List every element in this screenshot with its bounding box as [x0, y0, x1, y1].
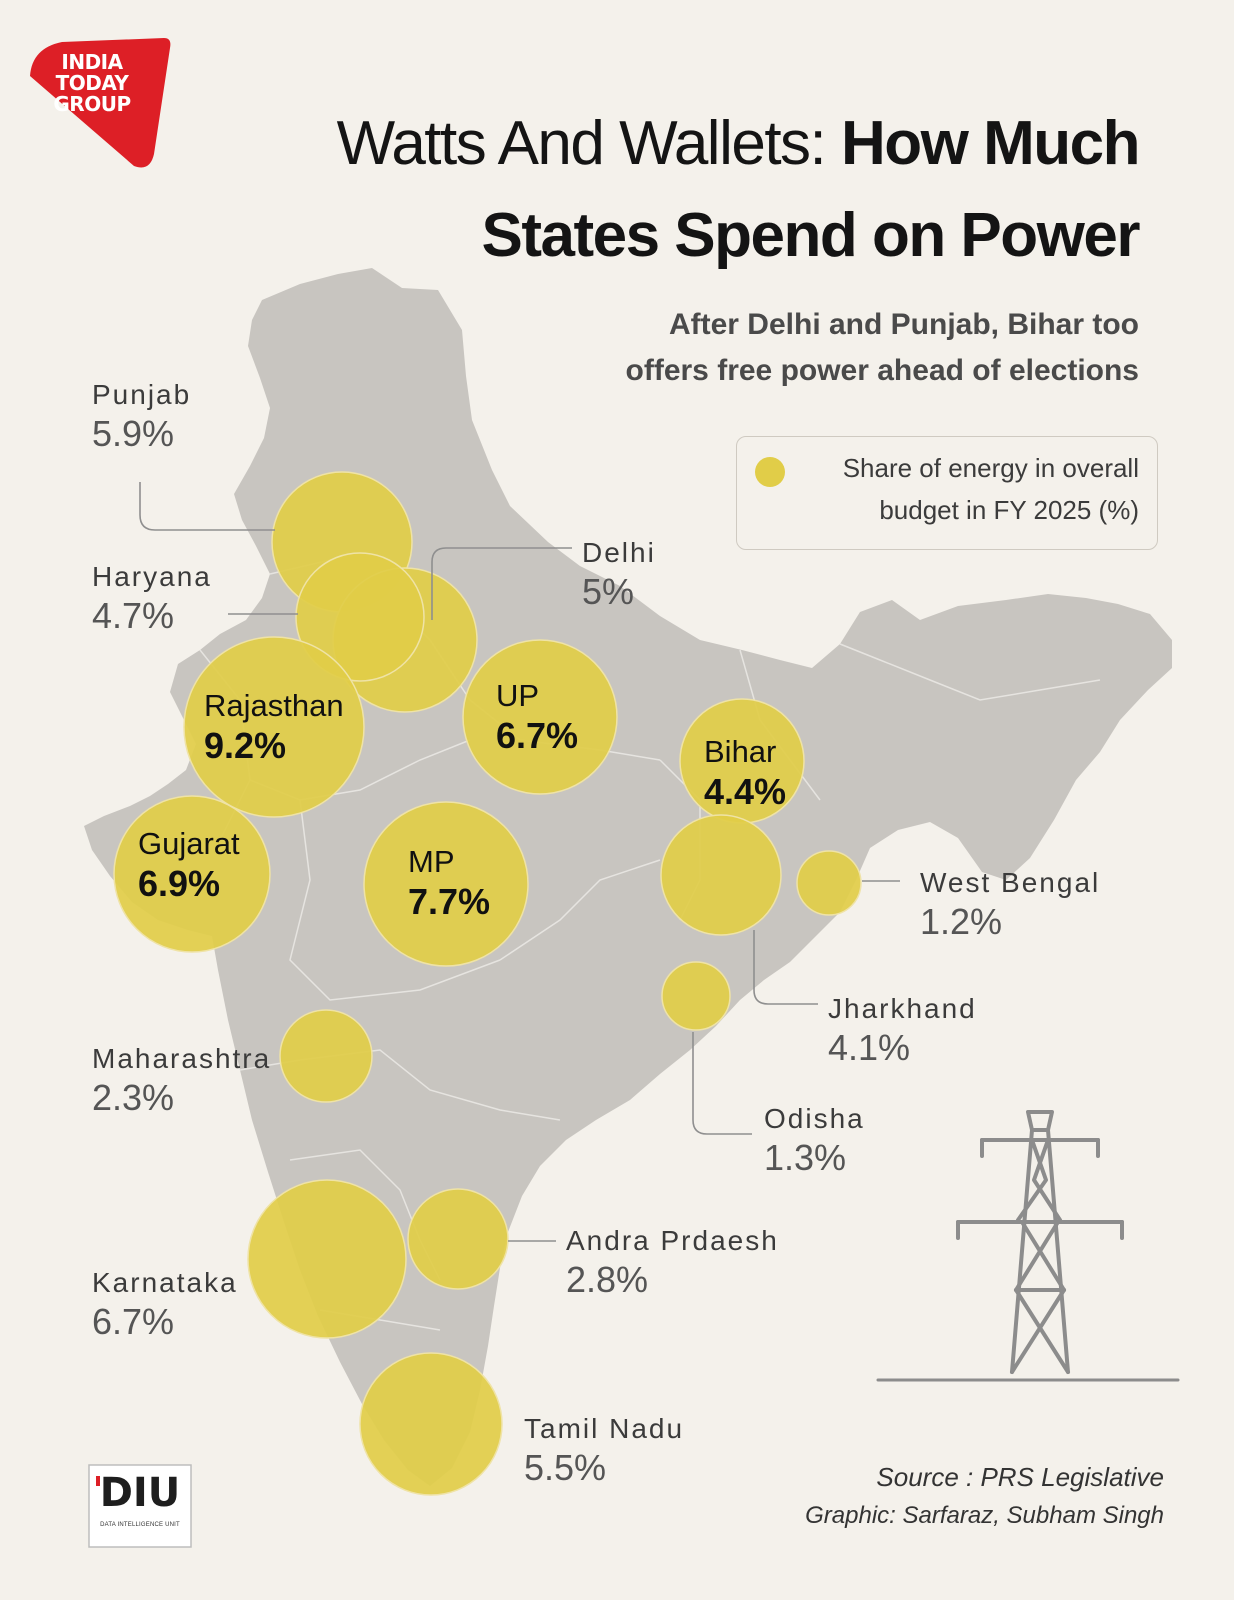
- bubble-haryana: [295, 552, 425, 682]
- state-name: Haryana: [92, 561, 212, 592]
- legend-line-2: budget in FY 2025 (%): [879, 495, 1139, 525]
- label-gujarat: Gujarat 6.9%: [138, 826, 240, 906]
- state-value: 2.8%: [566, 1259, 649, 1300]
- graphic-credit: Graphic: Sarfaraz, Subham Singh: [805, 1502, 1164, 1529]
- label-odisha: Odisha 1.3%: [764, 1102, 865, 1180]
- state-name: Karnataka: [92, 1267, 238, 1298]
- state-value: 5%: [582, 571, 635, 612]
- state-name: Andra Prdaesh: [566, 1225, 779, 1256]
- subtitle-line-2: offers free power ahead of elections: [625, 354, 1139, 387]
- state-value: 7.7%: [408, 881, 491, 922]
- india-today-group-logo: [30, 38, 171, 168]
- subtitle: After Delhi and Punjab, Bihar too offers…: [499, 302, 1139, 394]
- leader-punjab: [139, 482, 275, 531]
- leader-jharkhand: [753, 930, 818, 1005]
- bubble-andhra-pradesh: [407, 1188, 509, 1290]
- diu-wordmark: DIU: [99, 1470, 181, 1516]
- state-value: 6.7%: [496, 715, 579, 756]
- label-punjab: Punjab 5.9%: [92, 378, 191, 456]
- state-name: West Bengal: [920, 867, 1101, 898]
- page-title: Watts And Wallets: How Much States Spend…: [159, 98, 1141, 282]
- state-value: 4.1%: [828, 1027, 911, 1068]
- diu-subtext: DATA INTELLIGENCE UNIT: [100, 1522, 180, 1528]
- state-value: 5.9%: [92, 413, 175, 454]
- subtitle-line-1: After Delhi and Punjab, Bihar too: [668, 308, 1139, 341]
- label-karnataka: Karnataka 6.7%: [92, 1266, 238, 1344]
- state-name: UP: [496, 678, 540, 713]
- title-light: Watts And Wallets:: [336, 109, 842, 178]
- bubble-karnataka: [247, 1179, 407, 1339]
- bubble-jharkhand: [660, 814, 782, 936]
- diu-logo: [88, 1464, 192, 1548]
- state-name: Jharkhand: [828, 993, 977, 1024]
- label-delhi: Delhi 5%: [582, 536, 656, 614]
- state-value: 6.7%: [92, 1301, 175, 1342]
- bubble-west-bengal: [796, 850, 862, 916]
- state-value: 6.9%: [138, 863, 221, 904]
- legend-line-1: Share of energy in overall: [842, 453, 1139, 483]
- title-bold-2: States Spend on Power: [481, 201, 1140, 270]
- bubble-tamil-nadu: [359, 1352, 503, 1496]
- bubble-maharashtra: [279, 1009, 373, 1103]
- label-rajasthan: Rajasthan 9.2%: [204, 688, 344, 768]
- state-name: Bihar: [704, 734, 777, 769]
- legend: Share of energy in overall budget in FY …: [736, 436, 1158, 550]
- title-bold-1: How Much: [841, 109, 1140, 178]
- state-name: Punjab: [92, 379, 192, 410]
- state-value: 4.7%: [92, 595, 175, 636]
- state-value: 1.3%: [764, 1137, 847, 1178]
- label-up: UP 6.7%: [496, 678, 578, 758]
- bubble-mp: [363, 801, 529, 967]
- state-name: Delhi: [582, 537, 656, 568]
- leader-lines: [139, 482, 900, 1242]
- state-value: 4.4%: [704, 771, 787, 812]
- label-andhra-pradesh: Andra Prdaesh 2.8%: [566, 1224, 779, 1302]
- label-west-bengal: West Bengal 1.2%: [920, 866, 1100, 944]
- bubbles: [113, 471, 862, 1496]
- state-value: 1.2%: [920, 901, 1003, 942]
- state-name: MP: [408, 844, 455, 879]
- label-maharashtra: Maharashtra 2.3%: [92, 1042, 271, 1120]
- label-jharkhand: Jharkhand 4.1%: [828, 992, 977, 1070]
- label-mp: MP 7.7%: [408, 844, 490, 924]
- state-name: Rajasthan: [204, 688, 344, 723]
- power-tower-icon: [876, 1110, 1180, 1382]
- state-name: Gujarat: [138, 826, 240, 861]
- label-haryana: Haryana 4.7%: [92, 560, 212, 638]
- label-tamil-nadu: Tamil Nadu 5.5%: [524, 1412, 684, 1490]
- leader-odisha: [692, 1032, 752, 1135]
- legend-swatch: [755, 457, 785, 487]
- state-value: 9.2%: [204, 725, 287, 766]
- bubble-up: [462, 639, 618, 795]
- label-bihar: Bihar 4.4%: [704, 734, 786, 814]
- state-name: Maharashtra: [92, 1043, 272, 1074]
- bubble-rajasthan: [183, 636, 365, 818]
- bubble-gujarat: [113, 795, 271, 953]
- state-name: Odisha: [764, 1103, 865, 1134]
- bubble-odisha: [661, 961, 731, 1031]
- logo-wordmark: INDIA TODAY GROUP: [53, 50, 131, 116]
- state-value: 2.3%: [92, 1077, 175, 1118]
- state-value: 5.5%: [524, 1447, 607, 1488]
- state-name: Tamil Nadu: [524, 1413, 685, 1444]
- source-note: Source : PRS Legislative: [876, 1462, 1164, 1492]
- legend-text: Share of energy in overall budget in FY …: [793, 447, 1139, 531]
- leader-delhi: [431, 547, 572, 620]
